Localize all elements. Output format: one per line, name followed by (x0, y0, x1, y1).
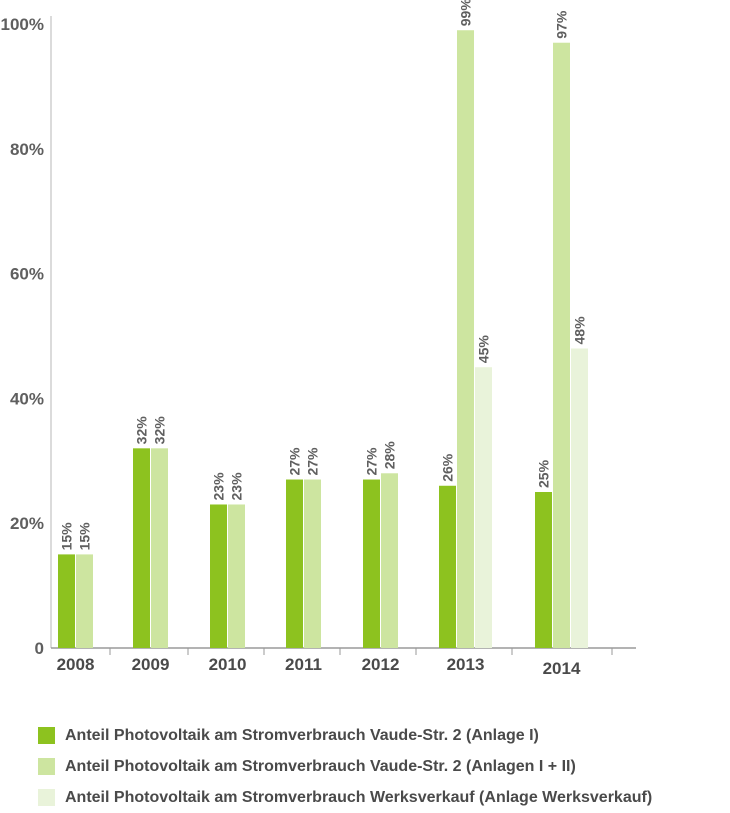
bar (363, 479, 380, 648)
bar (76, 554, 93, 648)
axes: 0 20% 40% 60% 80% 100% 2008 2009 2010 2011 2012 201… (1, 15, 636, 678)
x-tick-label: 2014 (543, 659, 581, 678)
bar (304, 479, 321, 648)
bar-value-label: 15% (59, 522, 75, 551)
bar-value-label: 28% (382, 441, 398, 470)
value-labels: 15% 15%32% 32%23% 23%27% 27% 27% 28% 26%99%45%2… (59, 0, 588, 550)
legend-label: Anteil Photovoltaik am Stromverbrauch Va… (65, 757, 576, 775)
x-tick-label: 2012 (362, 655, 400, 674)
bar (381, 473, 398, 648)
legend: Anteil Photovoltaik am Stromverbrauch Va… (38, 720, 652, 813)
x-tick-label: 2009 (132, 655, 170, 674)
bar-chart: 0 20% 40% 60% 80% 100% 2008 2009 2010 2011 2012 201… (1, 0, 636, 678)
bar (286, 479, 303, 648)
legend-label: Anteil Photovoltaik am Stromverbrauch We… (65, 788, 653, 806)
x-tick-label: 2010 (209, 655, 247, 674)
y-tick-label: 0 (35, 639, 44, 658)
bar (457, 30, 474, 649)
bar-value-label: 27% (364, 447, 380, 476)
bar-value-label: 32% (134, 416, 150, 445)
bar-value-label: 99% (458, 0, 474, 26)
bar-value-label: 27% (287, 447, 303, 476)
x-tick-label: 2011 (285, 655, 322, 674)
x-tick-label: 2013 (447, 655, 485, 674)
legend-swatch (38, 758, 55, 775)
y-tick-label: 100% (1, 15, 44, 34)
bar-value-label: 15% (77, 522, 93, 551)
bars (58, 30, 588, 649)
legend-swatch (38, 789, 55, 806)
legend-item-anlagen-1-2: Anteil Photovoltaik am Stromverbrauch Va… (38, 751, 652, 782)
y-tick-label: 60% (10, 265, 44, 284)
bar (58, 554, 75, 648)
legend-item-werksverkauf: Anteil Photovoltaik am Stromverbrauch We… (38, 782, 652, 813)
legend-swatch (38, 727, 55, 744)
bar-value-label: 23% (229, 472, 245, 501)
bar (571, 348, 588, 648)
bar-value-label: 27% (305, 447, 321, 476)
bar-value-label: 48% (572, 316, 588, 345)
bar-value-label: 32% (152, 416, 168, 445)
legend-item-anlage-1: Anteil Photovoltaik am Stromverbrauch Va… (38, 720, 652, 751)
bar (553, 42, 570, 649)
bar (210, 504, 227, 648)
legend-label: Anteil Photovoltaik am Stromverbrauch Va… (65, 726, 539, 744)
y-tick-label: 80% (10, 140, 44, 159)
bar-value-label: 25% (536, 459, 552, 488)
bar (228, 504, 245, 648)
bar (151, 448, 168, 648)
bar (133, 448, 150, 648)
bar-value-label: 23% (211, 472, 227, 501)
x-tick-label: 2008 (57, 655, 95, 674)
bar (439, 485, 456, 648)
bar (475, 367, 492, 648)
y-tick-label: 20% (10, 514, 44, 533)
bar-value-label: 45% (476, 335, 492, 364)
bar-value-label: 97% (554, 10, 570, 39)
bar (535, 492, 552, 648)
y-tick-label: 40% (10, 389, 44, 408)
bar-value-label: 26% (440, 453, 456, 482)
